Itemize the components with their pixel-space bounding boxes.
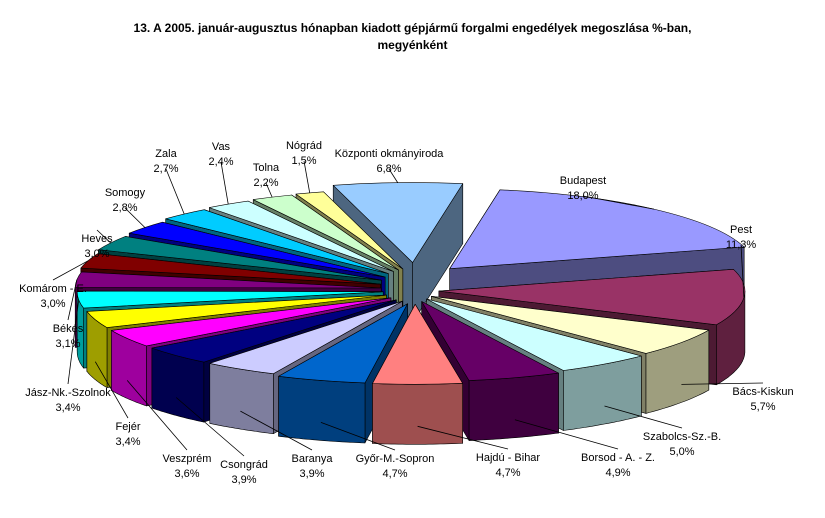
slice-label-name: Hajdú - Bihar [476, 452, 541, 464]
pie-slice-20 [332, 182, 464, 263]
leader-line-2 [681, 382, 764, 385]
slice-label-value: 2,8% [112, 202, 137, 214]
pie-slice-18 [252, 194, 399, 271]
slice-label-name: Veszprém [163, 453, 212, 465]
slice-label-value: 3,0% [84, 248, 109, 260]
leader-line-18 [265, 182, 273, 198]
leader-line-1 [740, 244, 745, 298]
pie-slice-16 [165, 209, 389, 274]
leader-line-0 [582, 195, 654, 210]
slice-label-name: Tolna [253, 162, 280, 174]
pie-slice-4 [421, 301, 559, 381]
slice-label-name: Pest [730, 224, 752, 236]
slice-label-name: Baranya [292, 453, 334, 465]
slice-label-value: 4,9% [605, 467, 630, 479]
leader-line-19 [303, 160, 311, 193]
slice-label-name: Nógrád [286, 140, 322, 152]
pie-slice-3 [426, 298, 642, 371]
pie-slice-14 [98, 236, 382, 281]
chart-title-line-1: 13. A 2005. január-augusztus hónapban ki… [133, 21, 692, 35]
pie-rim-7 [209, 363, 274, 434]
leader-line-4 [514, 419, 619, 450]
slice-label-name: Szabolcs-Sz.-B. [643, 431, 721, 443]
slice-label-value: 3,0% [40, 298, 65, 310]
leader-line-11 [67, 299, 80, 385]
slice-label-value: 18,0% [567, 190, 598, 202]
chart-title-line-2: megyénként [377, 38, 448, 52]
slice-label-value: 11,3% [726, 239, 757, 251]
pie-slice-2 [431, 296, 710, 354]
pie-slice-7 [209, 300, 403, 374]
slice-label-value: 4,7% [382, 468, 407, 480]
slice-label-value: 2,7% [153, 163, 178, 175]
chart-title: 13. A 2005. január-augusztus hónapban ki… [0, 20, 825, 54]
slice-label-name: Borsod - A. - Z. [581, 452, 655, 464]
leader-line-8 [175, 397, 245, 457]
pie-slice-19 [295, 191, 404, 270]
leader-line-20 [388, 168, 399, 183]
slice-label-value: 3,6% [174, 468, 199, 480]
leader-line-17 [220, 161, 229, 205]
slice-label-value: 1,5% [291, 155, 316, 167]
slice-label-name: Bács-Kiskun [732, 386, 793, 398]
slice-label-value: 3,9% [231, 474, 256, 486]
leader-line-10 [94, 361, 129, 419]
slice-label-value: 3,4% [115, 436, 140, 448]
slice-label-value: 2,4% [208, 156, 233, 168]
slice-label-name: Zala [155, 148, 177, 160]
slice-label-value: 3,9% [299, 468, 324, 480]
slice-label-name: Somogy [105, 187, 146, 199]
slice-label-value: 3,4% [55, 402, 80, 414]
slice-label-name: Budapest [560, 175, 606, 187]
pie-slice-6 [278, 303, 408, 384]
pie-rim-5 [372, 383, 463, 445]
leader-line-3 [604, 405, 683, 429]
leader-line-7 [240, 410, 313, 451]
slice-label-value: 5,7% [750, 401, 775, 413]
leader-line-15 [124, 207, 146, 228]
slice-label-value: 6,8% [376, 163, 401, 175]
leader-line-5 [417, 425, 509, 450]
pie-slice-17 [209, 200, 394, 272]
slice-label-name: Heves [81, 233, 113, 245]
leader-line-14 [96, 229, 111, 244]
leader-line-9 [126, 380, 188, 451]
slice-label-name: Győr-M.-Sopron [356, 453, 435, 465]
leader-line-12 [67, 279, 78, 321]
pie-slice-8 [151, 299, 397, 363]
slice-label-value: 5,0% [669, 446, 694, 458]
leader-line-13 [52, 260, 89, 281]
slice-label-name: Központi okmányiroda [335, 148, 445, 160]
slice-label-value: 2,2% [253, 177, 278, 189]
slice-label-name: Komárom - E. [19, 283, 87, 295]
slice-label-name: Jász-Nk.-Szolnok [25, 387, 111, 399]
leader-line-6 [320, 422, 396, 451]
slice-label-name: Békés [53, 323, 84, 335]
slice-label-value: 4,7% [495, 467, 520, 479]
pie-rim-4 [468, 372, 559, 441]
slice-label-name: Vas [212, 141, 231, 153]
slice-label-value: 3,1% [55, 338, 80, 350]
slice-label-name: Csongrád [220, 459, 268, 471]
pie-slice-5 [372, 304, 463, 385]
pie-rim-6 [278, 376, 366, 444]
pie-slice-10 [86, 294, 387, 328]
slice-label-name: Fejér [115, 421, 140, 433]
leader-line-16 [165, 168, 185, 215]
pie-slice-9 [111, 297, 392, 347]
